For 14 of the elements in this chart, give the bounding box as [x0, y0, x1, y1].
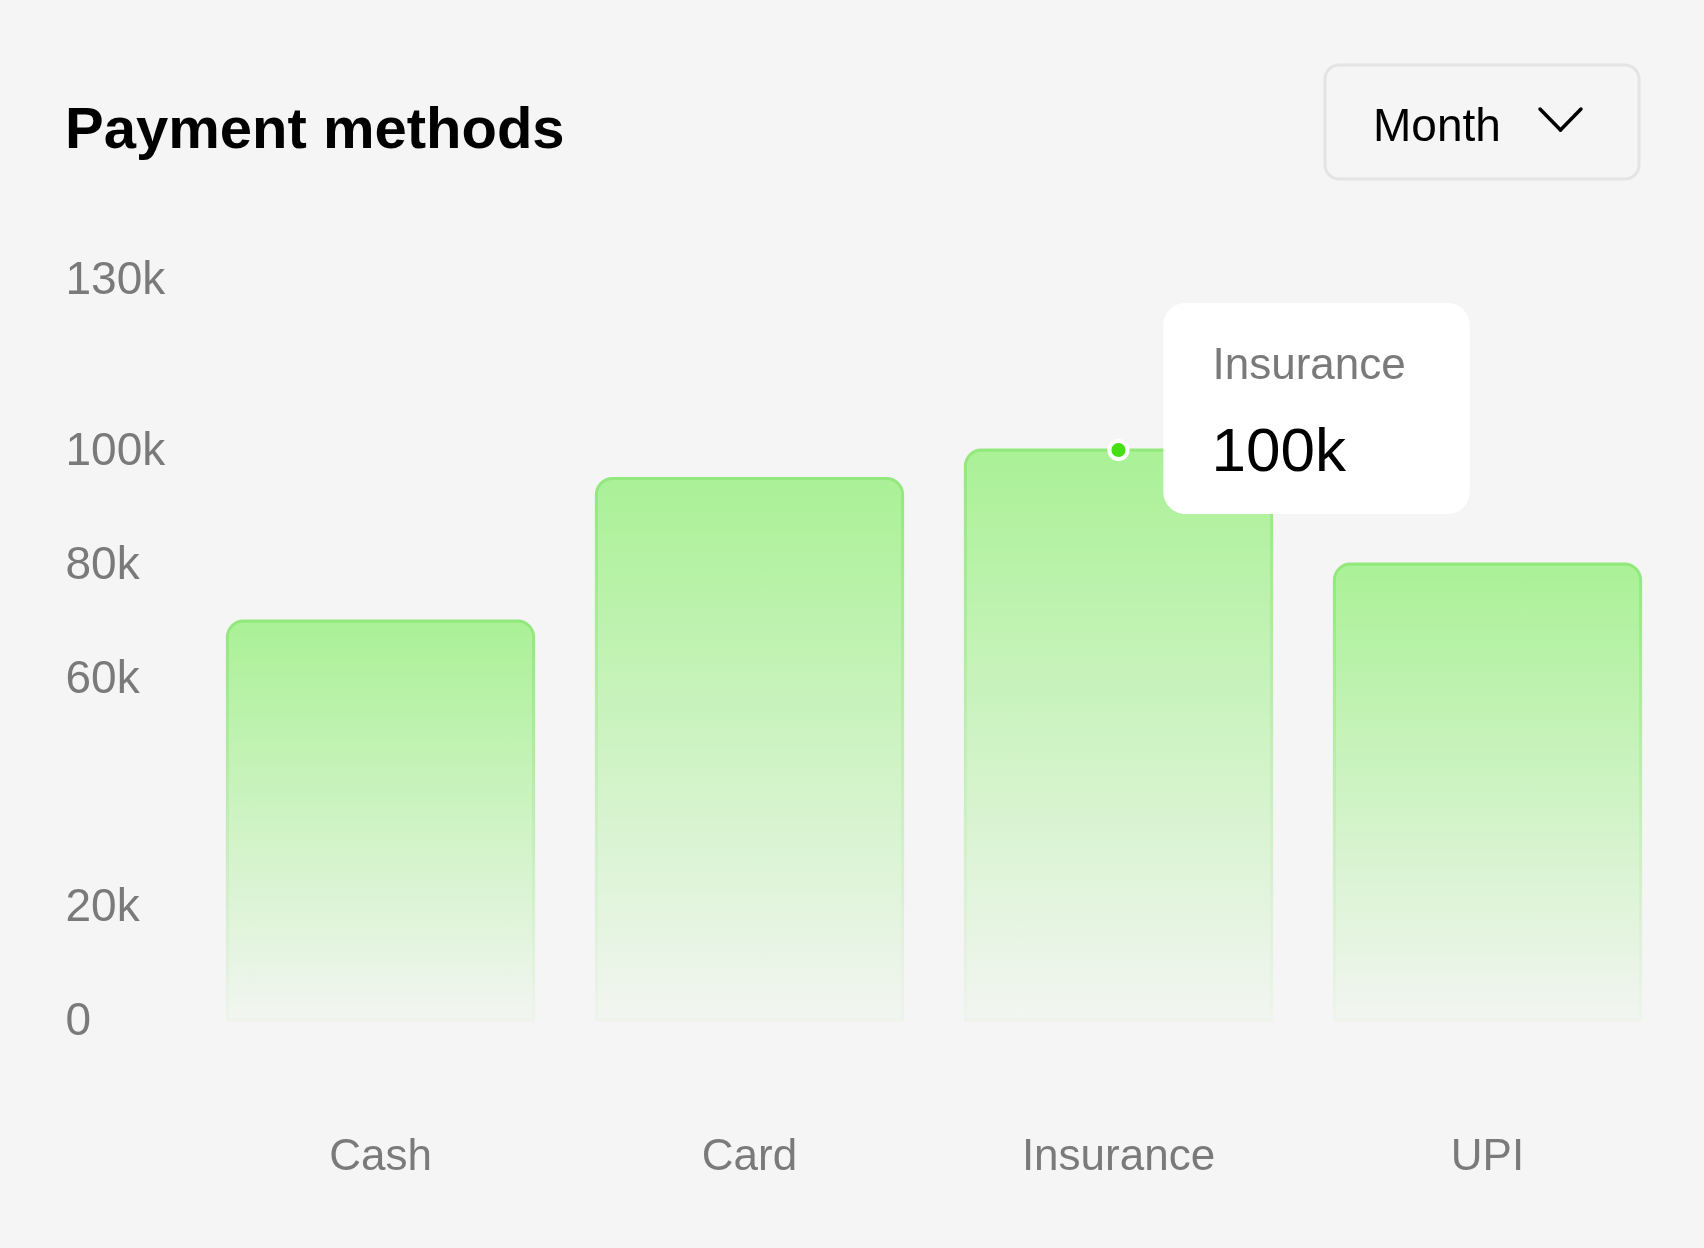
chart-title: Payment methods [65, 95, 565, 160]
y-tick-label: 80k [65, 536, 141, 589]
y-tick-label: 0 [65, 992, 92, 1045]
x-tick-label: Cash [329, 1129, 432, 1179]
category-label: Insurance [1212, 339, 1406, 388]
x-tick-label: UPI [1450, 1129, 1525, 1179]
y-tick-label: 20k [65, 878, 141, 931]
text: Month [1373, 99, 1501, 151]
x-tick-label: Card [701, 1129, 798, 1179]
data-label: 100k [1211, 415, 1347, 484]
y-tick-label: 100k [65, 422, 167, 475]
x-tick-label: Insurance [1021, 1129, 1216, 1179]
y-tick-label: 130k [65, 251, 167, 304]
y-tick-label: 60k [65, 650, 141, 703]
